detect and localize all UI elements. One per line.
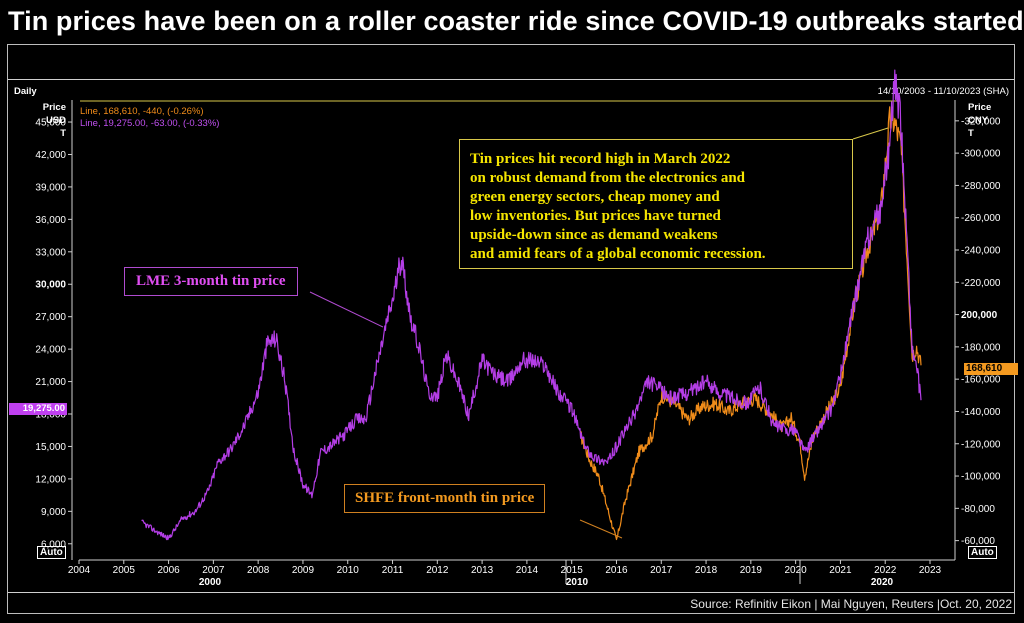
x-tick-label: 2023 — [919, 565, 942, 576]
left-tick-label: 45,000 — [35, 118, 66, 129]
right-tick-label: -260,000 — [961, 213, 1001, 224]
x-decade-label: 2020 — [871, 577, 894, 588]
x-tick-label: 2016 — [605, 565, 628, 576]
legend: Line, 168,610, -440, (-0.26%) Line, 19,2… — [80, 106, 219, 130]
right-tick-label: -60,000 — [961, 536, 995, 547]
x-tick-label: 2019 — [740, 565, 763, 576]
left-tick-label: 9,000 — [41, 507, 66, 518]
right-axis-unit-currency: CNY — [968, 115, 989, 126]
right-axis-unit-t: T — [968, 128, 974, 139]
right-tick-label: -320,000 — [961, 116, 1001, 127]
x-tick-label: 2013 — [471, 565, 494, 576]
frequency-label: Daily — [14, 86, 37, 97]
lme-series-label: LME 3-month tin price — [124, 267, 298, 296]
x-tick-label: 2014 — [516, 565, 539, 576]
left-tick-label: 30,000 — [35, 280, 66, 291]
left-tick-label: 12,000 — [35, 474, 66, 485]
date-range: 14/10/2003 - 11/10/2023 (SHA) — [877, 86, 1009, 97]
x-tick-label: 2009 — [292, 565, 315, 576]
right-tick-label: -100,000 — [961, 472, 1001, 483]
left-axis-unit-t: T — [60, 128, 66, 139]
x-tick-label: 2005 — [113, 565, 136, 576]
x-tick-label: 2021 — [829, 565, 852, 576]
shfe-last-value-tag: 168,610 — [964, 363, 1018, 375]
x-decade-label: 2000 — [199, 577, 222, 588]
shfe-series-label: SHFE front-month tin price — [344, 484, 546, 513]
x-decade-label: 2010 — [566, 577, 589, 588]
chart-frame — [7, 44, 1015, 614]
right-axis-unit-price: Price — [968, 102, 992, 113]
left-tick-label: 18,000 — [35, 410, 66, 421]
header-separator — [8, 79, 1014, 80]
right-tick-label: 200,000 — [961, 310, 998, 321]
x-tick-label: 2020 — [785, 565, 808, 576]
x-tick-label: 2022 — [874, 565, 897, 576]
left-tick-label: 15,000 — [35, 442, 66, 453]
left-tick-label: 24,000 — [35, 345, 66, 356]
source-separator — [8, 592, 1014, 593]
x-tick-label: 2006 — [157, 565, 180, 576]
x-tick-label: 2004 — [68, 565, 91, 576]
annotation-box: Tin prices hit record high in March 2022… — [459, 139, 853, 269]
legend-shfe: Line, 168,610, -440, (-0.26%) — [80, 106, 204, 117]
left-tick-label: 6,000 — [41, 539, 66, 550]
left-tick-label: 42,000 — [35, 150, 66, 161]
left-tick-label: 36,000 — [35, 215, 66, 226]
right-tick-label: -280,000 — [961, 181, 1001, 192]
left-tick-label: 27,000 — [35, 312, 66, 323]
x-tick-label: 2012 — [426, 565, 449, 576]
right-tick-label: -300,000 — [961, 149, 1001, 160]
right-tick-label: -240,000 — [961, 246, 1001, 257]
x-tick-label: 2008 — [247, 565, 270, 576]
x-tick-label: 2007 — [202, 565, 225, 576]
source-note: Source: Refinitiv Eikon | Mai Nguyen, Re… — [690, 597, 1012, 611]
x-tick-label: 2011 — [382, 565, 404, 576]
left-axis-unit-currency: USD — [45, 115, 66, 126]
right-tick-label: -220,000 — [961, 278, 1001, 289]
x-tick-label: 2017 — [650, 565, 673, 576]
right-auto-button[interactable]: Auto — [968, 546, 997, 559]
left-tick-label: 39,000 — [35, 182, 66, 193]
right-tick-label: -180,000 — [961, 342, 1001, 353]
legend-lme: Line, 19,275.00, -63.00, (-0.33%) — [80, 118, 220, 129]
x-tick-label: 2010 — [337, 565, 360, 576]
x-tick-label: 2018 — [695, 565, 718, 576]
x-tick-label: 2015 — [561, 565, 584, 576]
series-line-lme — [141, 69, 922, 541]
annotation-leader-line — [852, 127, 889, 140]
left-axis-unit-price: Price — [42, 102, 66, 113]
left-tick-label: 33,000 — [35, 247, 66, 258]
right-tick-label: -140,000 — [961, 407, 1001, 418]
left-auto-button[interactable]: Auto — [37, 546, 66, 559]
right-tick-label: -160,000 — [961, 375, 1001, 386]
lme-last-value-tag: 19,275.00 — [9, 403, 67, 415]
chart-title: Tin prices have been on a roller coaster… — [8, 6, 1024, 36]
left-tick-label: 21,000 — [35, 377, 66, 388]
lme-leader-line — [309, 291, 384, 328]
right-tick-label: -120,000 — [961, 439, 1001, 450]
right-tick-label: -80,000 — [961, 504, 995, 515]
shfe-leader-line — [579, 519, 623, 539]
